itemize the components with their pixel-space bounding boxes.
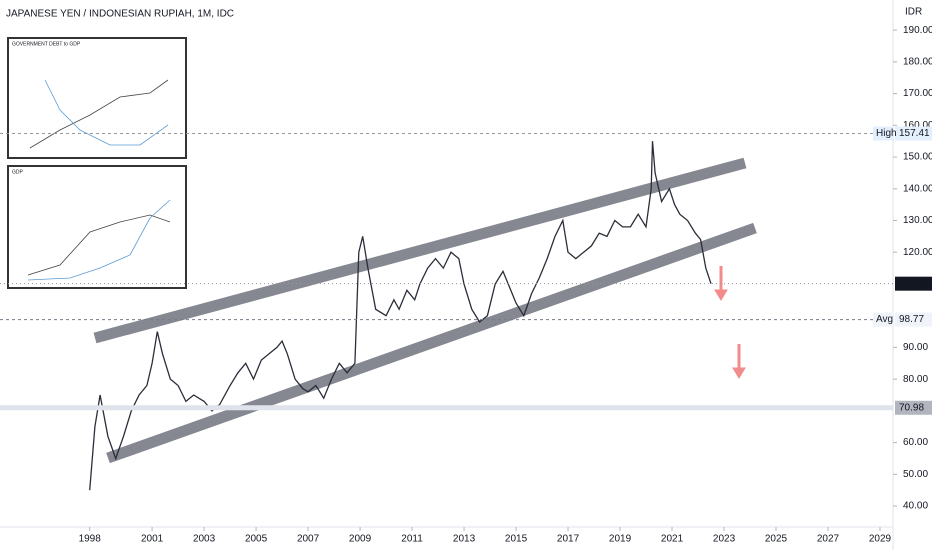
y-tick-label: 90.00 [903, 342, 928, 353]
x-tick-label: 2009 [349, 534, 372, 545]
level-name: High [876, 128, 897, 139]
level-name: Avg [876, 314, 893, 325]
y-tick-label: 160.00 [903, 120, 932, 131]
x-tick-label: 2021 [661, 534, 684, 545]
x-tick-label: 2029 [869, 534, 892, 545]
axis-unit: IDR [905, 7, 922, 18]
x-tick-label: 1998 [79, 534, 102, 545]
x-tick-label: 2011 [401, 534, 423, 545]
y-tick-label: 60.00 [903, 437, 928, 448]
level-value: 98.77 [899, 314, 924, 325]
x-tick-label: 2023 [713, 534, 736, 545]
level-badge [895, 276, 932, 291]
channel-lower [106, 222, 757, 464]
y-tick-label: 120.00 [903, 247, 932, 258]
x-tick-label: 2027 [817, 534, 840, 545]
inset-debt: GOVERNMENT DEBT to GDP [7, 37, 187, 159]
level-value: 157.41 [899, 128, 930, 139]
x-tick-label: 2001 [141, 534, 164, 545]
y-tick-label: 190.00 [903, 25, 932, 36]
x-tick-label: 2013 [453, 534, 476, 545]
y-tick-label: 140.00 [903, 183, 932, 194]
level-name-badge [873, 126, 894, 141]
channel-upper [93, 157, 747, 344]
y-tick-label: 80.00 [903, 374, 928, 385]
y-tick-label: 50.00 [903, 469, 928, 480]
y-tick-label: 130.00 [903, 215, 932, 226]
x-tick-label: 2003 [193, 534, 216, 545]
x-tick-label: 2005 [245, 534, 268, 545]
arrows [714, 266, 746, 379]
y-tick-label: 150.00 [903, 152, 932, 163]
level-badge [895, 126, 932, 141]
y-tick-label: 170.00 [903, 88, 932, 99]
price-line [89, 141, 712, 491]
inset-gdp: GDP [7, 165, 187, 289]
x-tick-label: 2019 [609, 534, 632, 545]
y-tick-label: 40.00 [903, 501, 928, 512]
level-name-badge [873, 312, 894, 327]
level-badge [895, 400, 932, 415]
x-tick-label: 2007 [297, 534, 320, 545]
x-tick-label: 2015 [505, 534, 528, 545]
y-tick-label: 180.00 [903, 57, 932, 68]
level-value: 70.98 [899, 402, 924, 413]
level-value: 110.09 [899, 278, 929, 289]
x-tick-label: 2025 [765, 534, 788, 545]
chart-title: JAPANESE YEN / INDONESIAN RUPIAH, 1M, ID… [6, 9, 234, 20]
x-tick-label: 2017 [557, 534, 580, 545]
level-badge [895, 312, 932, 327]
inset-title: GOVERNMENT DEBT to GDP [12, 41, 81, 47]
inset-title: GDP [12, 169, 24, 175]
